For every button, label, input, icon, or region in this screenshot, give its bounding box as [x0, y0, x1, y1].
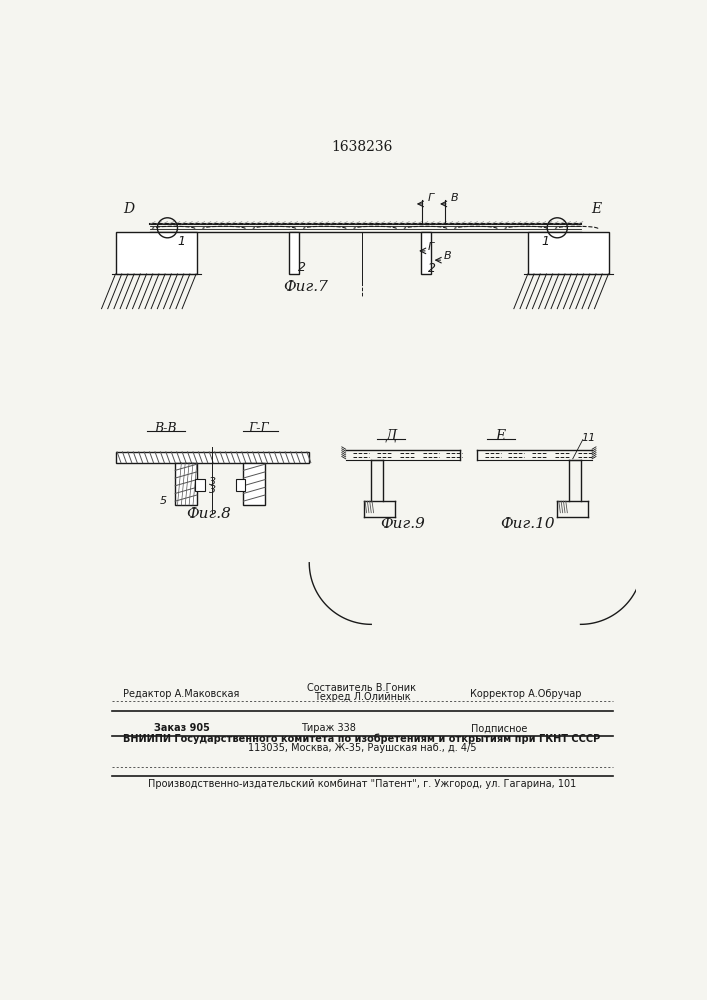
Text: Фиг.9: Фиг.9 — [380, 517, 425, 531]
Text: В: В — [443, 251, 451, 261]
Bar — [235, 479, 245, 491]
Bar — [115, 232, 197, 274]
Text: Е: Е — [496, 429, 506, 443]
Text: 2: 2 — [298, 261, 305, 274]
Text: 1: 1 — [542, 235, 549, 248]
Text: Корректор А.Обручар: Корректор А.Обручар — [470, 689, 582, 699]
Bar — [115, 452, 309, 463]
Text: Г: Г — [428, 242, 434, 252]
Text: 113035, Москва, Ж-35, Раушская наб., д. 4/5: 113035, Москва, Ж-35, Раушская наб., д. … — [247, 743, 477, 753]
Text: Тираж 338: Тираж 338 — [301, 723, 356, 733]
Text: 3: 3 — [209, 485, 216, 495]
Text: В-В: В-В — [155, 422, 177, 434]
Text: Фиг.10: Фиг.10 — [501, 517, 555, 531]
Bar — [528, 232, 609, 274]
Text: Составитель В.Гоник: Составитель В.Гоник — [308, 683, 416, 693]
Text: D: D — [123, 202, 134, 216]
Text: Заказ 905: Заказ 905 — [154, 723, 210, 733]
Bar — [289, 232, 299, 274]
Text: Д: Д — [385, 429, 396, 443]
Bar — [195, 479, 204, 491]
Bar — [421, 232, 431, 274]
Text: 3: 3 — [209, 477, 216, 487]
Text: Редактор А.Маковская: Редактор А.Маковская — [123, 689, 240, 699]
Text: 5: 5 — [160, 496, 167, 506]
Text: E: E — [591, 202, 601, 216]
Text: Подписное: Подписное — [471, 723, 527, 733]
Text: Фиг.7: Фиг.7 — [283, 280, 328, 294]
Text: Производственно-издательский комбинат "Патент", г. Ужгород, ул. Гагарина, 101: Производственно-издательский комбинат "П… — [148, 779, 576, 789]
Text: Техред Л.Олийнык: Техред Л.Олийнык — [314, 692, 410, 702]
Text: Фиг.8: Фиг.8 — [186, 507, 231, 521]
Text: 11: 11 — [581, 433, 595, 443]
Text: В: В — [451, 193, 459, 203]
Text: ВНИИПИ Государственного комитета по изобретениям и открытиям при ГКНТ СССР: ВНИИПИ Государственного комитета по изоб… — [123, 734, 600, 744]
Text: 1: 1 — [177, 235, 185, 248]
Text: 2: 2 — [428, 262, 436, 275]
Text: Г-Г: Г-Г — [248, 422, 269, 434]
Bar — [243, 463, 265, 505]
Text: Г: Г — [428, 193, 434, 203]
Text: 1638236: 1638236 — [332, 140, 392, 154]
Bar — [175, 463, 197, 505]
